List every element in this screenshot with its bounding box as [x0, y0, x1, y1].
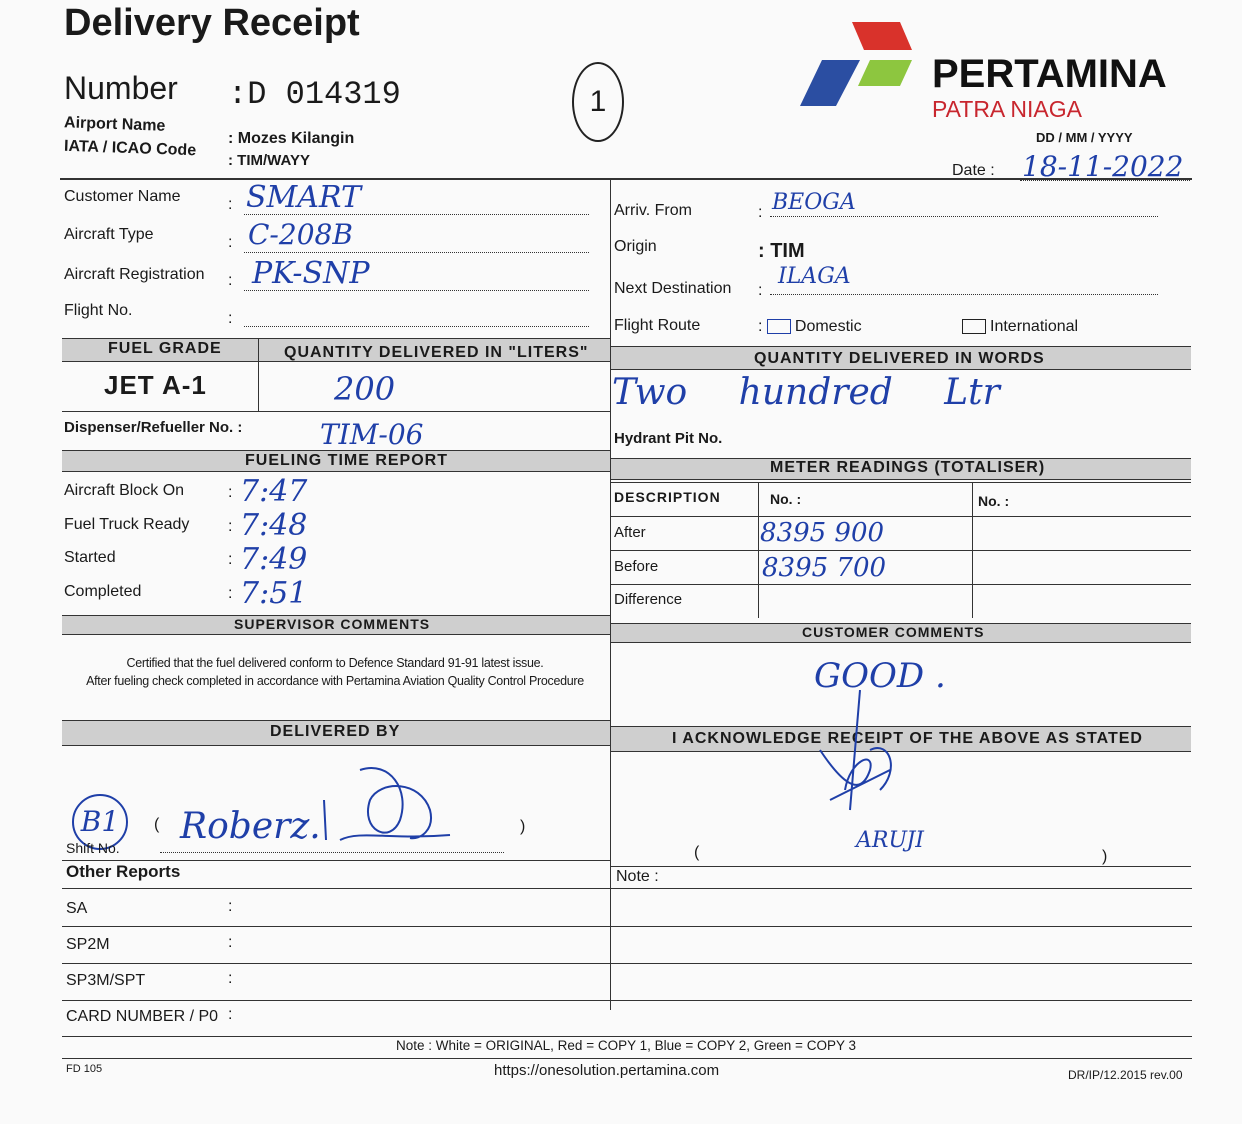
circled-mark: 1	[572, 62, 624, 142]
origin-value: TIM	[770, 240, 805, 262]
time-row-value: 7:48	[240, 508, 308, 543]
time-row-label: Fuel Truck Ready	[64, 516, 190, 533]
customer-comment-value: GOOD .	[814, 656, 946, 696]
footer-url[interactable]: https://onesolution.pertamina.com	[494, 1062, 720, 1079]
time-row-value: 7:49	[240, 542, 308, 577]
domestic-label: Domestic	[794, 318, 862, 335]
supervisor-comments-title: SUPERVISOR COMMENTS	[234, 616, 431, 632]
meter-row-value: 8395 900	[760, 518, 885, 548]
logo-text: PERTAMINA	[932, 52, 1167, 96]
revision-code: DR/IP/12.2015 rev.00	[1068, 1068, 1183, 1082]
time-row-label: Aircraft Block On	[64, 482, 185, 499]
international-label: International	[990, 318, 1079, 335]
meter-row-label: Before	[614, 558, 659, 575]
next-destination-label: Next Destination	[614, 280, 732, 297]
deliverer-name: Roberz.	[180, 806, 321, 847]
iata-label: IATA / ICAO Code	[63, 137, 197, 160]
deliverer-signature-icon	[323, 767, 451, 841]
fuel-grade-value: JET A-1	[104, 370, 207, 400]
acknowledge-title: I ACKNOWLEDGE RECEIPT OF THE ABOVE AS ST…	[672, 730, 1143, 747]
customer-name-label: Customer Name	[64, 188, 181, 205]
delivered-by-title: DELIVERED BY	[270, 723, 401, 740]
report-row-label: SA	[66, 900, 88, 917]
meter-header-no-2: No. :	[978, 493, 1010, 509]
number-label: Number	[64, 70, 178, 106]
customer-comments-title: CUSTOMER COMMENTS	[802, 624, 985, 640]
pertamina-logo-icon	[800, 22, 912, 106]
flight-no-label: Flight No.	[64, 302, 133, 319]
date-format: DD / MM / YYYY	[1036, 130, 1133, 145]
iata-value: : TIM/WAYY	[228, 152, 310, 169]
airport-label: Airport Name	[63, 114, 166, 135]
aircraft-registration-label: Aircraft Registration	[64, 266, 205, 283]
shift-number-value: B1	[72, 794, 128, 850]
open-paren: (	[154, 816, 160, 833]
customer-signature-icon	[819, 690, 892, 811]
quantity-liters-header: QUANTITY DELIVERED IN "LITERS"	[284, 344, 589, 361]
hydrant-pit-label: Hydrant Pit No.	[614, 430, 723, 447]
flight-route-label: Flight Route	[614, 317, 701, 334]
aircraft-type-label: Aircraft Type	[64, 226, 154, 243]
copy-color-note: Note : White = ORIGINAL, Red = COPY 1, B…	[396, 1038, 856, 1053]
report-row-label: SP3M/SPT	[66, 972, 146, 989]
close-paren: )	[1102, 848, 1108, 865]
date-label: Date :	[952, 162, 995, 179]
airport-value: : Mozes Kilangin	[228, 130, 355, 147]
time-row-value: 7:47	[240, 474, 308, 509]
meter-header-description: DESCRIPTION	[614, 489, 721, 505]
meter-row-label: Difference	[614, 591, 683, 608]
shift-no-label: Shift No.	[66, 840, 120, 856]
time-row-label: Completed	[64, 583, 142, 600]
international-checkbox[interactable]	[962, 319, 986, 335]
customer-name-value: SMART	[246, 180, 362, 215]
dispenser-value: TIM-06	[320, 418, 424, 451]
document-title: Delivery Receipt	[64, 2, 360, 44]
receipt-number: :D 014319	[228, 76, 401, 113]
time-row-value: 7:51	[240, 576, 308, 611]
report-row-label: SP2M	[66, 936, 110, 953]
note-label: Note :	[616, 868, 659, 885]
dispenser-label: Dispenser/Refueller No. :	[64, 419, 243, 436]
origin-label: Origin	[614, 238, 657, 255]
meter-readings-title: METER READINGS (TOTALISER)	[770, 459, 1046, 476]
report-row-label: CARD NUMBER / P0	[66, 1008, 219, 1025]
meter-row-value: 8395 700	[762, 553, 887, 583]
other-reports-title: Other Reports	[66, 862, 181, 881]
arriv-from-value: BEOGA	[772, 190, 856, 215]
aircraft-type-value: C-208B	[248, 218, 353, 251]
logo-subtext: PATRA NIAGA	[932, 96, 1082, 122]
form-code: FD 105	[66, 1063, 103, 1075]
quantity-liters-value: 200	[334, 370, 396, 408]
acknowledger-name: ARUJI	[856, 828, 924, 853]
open-paren: (	[694, 844, 700, 861]
arriv-from-label: Arriv. From	[614, 202, 692, 219]
aircraft-registration-value: PK-SNP	[252, 256, 370, 291]
meter-header-no: No. :	[770, 491, 802, 507]
next-destination-value: ILAGA	[778, 264, 851, 289]
supervisor-comment-line1: Certified that the fuel delivered confor…	[126, 656, 544, 670]
supervisor-comment-line2: After fueling check completed in accorda…	[86, 674, 584, 688]
fuel-grade-header: FUEL GRADE	[108, 340, 222, 357]
fueling-time-title: FUELING TIME REPORT	[245, 452, 448, 469]
close-paren: )	[520, 818, 526, 835]
time-row-label: Started	[64, 549, 116, 566]
domestic-checkbox[interactable]	[766, 319, 791, 335]
date-value: 18-11-2022	[1022, 150, 1184, 183]
quantity-words-value: Two hundred Ltr	[612, 372, 1000, 413]
meter-row-label: After	[614, 524, 646, 541]
quantity-words-header: QUANTITY DELIVERED IN WORDS	[754, 350, 1045, 367]
